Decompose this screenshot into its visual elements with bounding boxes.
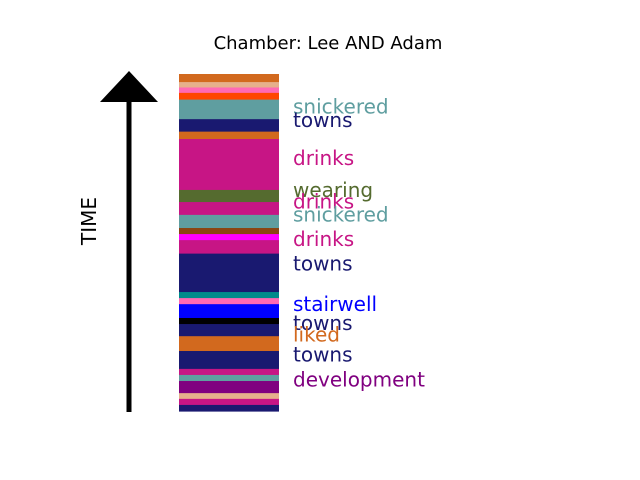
timeline-stripe bbox=[179, 82, 279, 89]
timeline-label: towns bbox=[293, 343, 353, 367]
time-axis-arrowhead-icon bbox=[100, 71, 158, 102]
y-axis-label: TIME bbox=[77, 197, 101, 246]
timeline-stripe bbox=[179, 393, 279, 400]
timeline-stripe bbox=[179, 189, 279, 203]
timeline-label: towns bbox=[293, 311, 353, 335]
timeline-stripe bbox=[179, 139, 279, 191]
timeline-stripe bbox=[179, 374, 279, 382]
timeline-label: drinks bbox=[293, 227, 354, 251]
timeline-label: towns bbox=[293, 108, 353, 132]
timeline-label: snickered bbox=[293, 95, 389, 119]
timeline-stripe bbox=[179, 398, 279, 406]
timeline-stripe bbox=[179, 131, 279, 140]
timeline-label: drinks bbox=[293, 146, 354, 170]
time-axis-arrow bbox=[100, 71, 158, 412]
timeline-stripe bbox=[179, 292, 279, 299]
timeline-stripe bbox=[179, 214, 279, 229]
timeline-bar bbox=[179, 74, 279, 412]
timeline-label: development bbox=[293, 368, 425, 392]
timeline-stripe bbox=[179, 404, 279, 412]
chart-title: Chamber: Lee AND Adam bbox=[214, 33, 443, 54]
timeline-stripe bbox=[179, 381, 279, 394]
timeline-label: snickered bbox=[293, 203, 389, 227]
timeline-stripe bbox=[179, 336, 279, 352]
timeline-label: wearing bbox=[293, 178, 373, 202]
timeline-label: drinks bbox=[293, 190, 354, 214]
timeline-label: liked bbox=[293, 323, 340, 347]
timeline-label: stairwell bbox=[293, 292, 377, 316]
timeline-stripe bbox=[179, 92, 279, 101]
timeline-stripe bbox=[179, 234, 279, 241]
timeline-stripe bbox=[179, 304, 279, 319]
timeline-stripe bbox=[179, 87, 279, 94]
timeline-stripe bbox=[179, 324, 279, 337]
timeline-stripe bbox=[179, 351, 279, 370]
timeline-stripe bbox=[179, 74, 279, 83]
timeline-stripe bbox=[179, 202, 279, 216]
timeline-stripe bbox=[179, 119, 279, 133]
timeline-stripe bbox=[179, 253, 279, 293]
timeline-label: towns bbox=[293, 251, 353, 275]
timeline-stripe bbox=[179, 368, 279, 376]
timeline-stripe bbox=[179, 317, 279, 325]
timeline-stripe bbox=[179, 99, 279, 120]
timeline-stripe bbox=[179, 298, 279, 305]
timeline-labels: snickeredtownsdrinkswearingdrinkssnicker… bbox=[293, 95, 425, 392]
timeline-stripe bbox=[179, 240, 279, 255]
timeline-stripe bbox=[179, 228, 279, 235]
